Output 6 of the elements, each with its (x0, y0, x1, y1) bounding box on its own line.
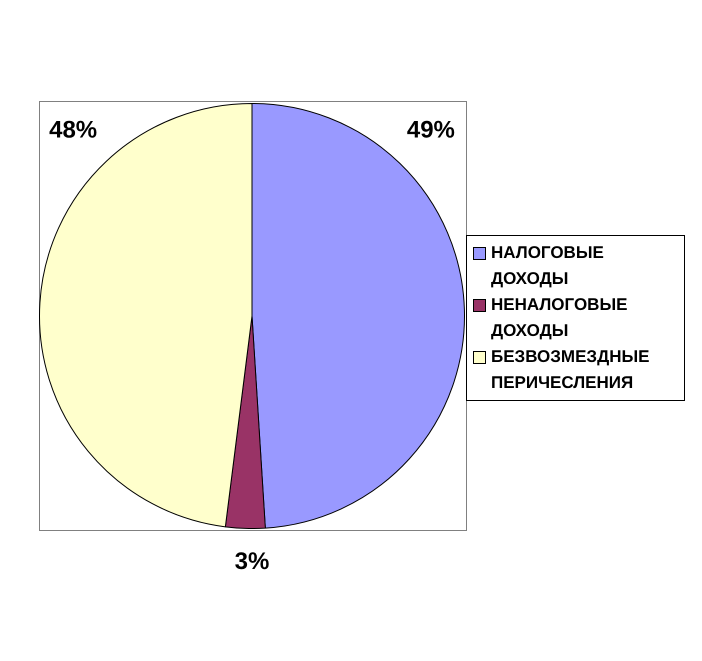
data-label: 48% (49, 116, 98, 144)
legend-label: НАЛОГОВЫЕ ДОХОДЫ (491, 242, 605, 290)
data-label: 3% (234, 548, 270, 576)
legend-label: НЕНАЛОГОВЫЕ ДОХОДЫ (491, 294, 628, 342)
data-label: 49% (406, 116, 455, 144)
legend-label: БЕЗВОЗМЕЗДНЫЕ ПЕРИЧЕСЛЕНИЯ (491, 346, 650, 394)
